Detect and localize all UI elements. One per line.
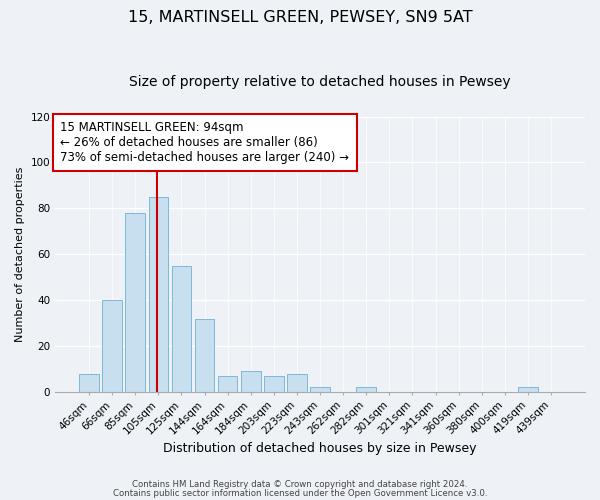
Bar (125, 213, 145, 392)
Bar (218, 376, 238, 392)
Bar (172, 266, 191, 392)
Text: 15 MARTINSELL GREEN: 94sqm
← 26% of detached houses are smaller (86)
73% of semi: 15 MARTINSELL GREEN: 94sqm ← 26% of deta… (61, 120, 349, 164)
Bar (356, 388, 376, 392)
Text: Contains public sector information licensed under the Open Government Licence v3: Contains public sector information licen… (113, 490, 487, 498)
Bar (287, 374, 307, 392)
Title: Size of property relative to detached houses in Pewsey: Size of property relative to detached ho… (129, 75, 511, 89)
Bar (195, 318, 214, 392)
Bar (149, 197, 168, 392)
Bar (241, 372, 260, 392)
Text: 15, MARTINSELL GREEN, PEWSEY, SN9 5AT: 15, MARTINSELL GREEN, PEWSEY, SN9 5AT (128, 10, 472, 25)
Bar (310, 388, 330, 392)
Text: Contains HM Land Registry data © Crown copyright and database right 2024.: Contains HM Land Registry data © Crown c… (132, 480, 468, 489)
Bar (518, 388, 538, 392)
Bar (103, 300, 122, 392)
X-axis label: Distribution of detached houses by size in Pewsey: Distribution of detached houses by size … (163, 442, 477, 455)
Bar (79, 374, 99, 392)
Y-axis label: Number of detached properties: Number of detached properties (15, 166, 25, 342)
Bar (264, 376, 284, 392)
